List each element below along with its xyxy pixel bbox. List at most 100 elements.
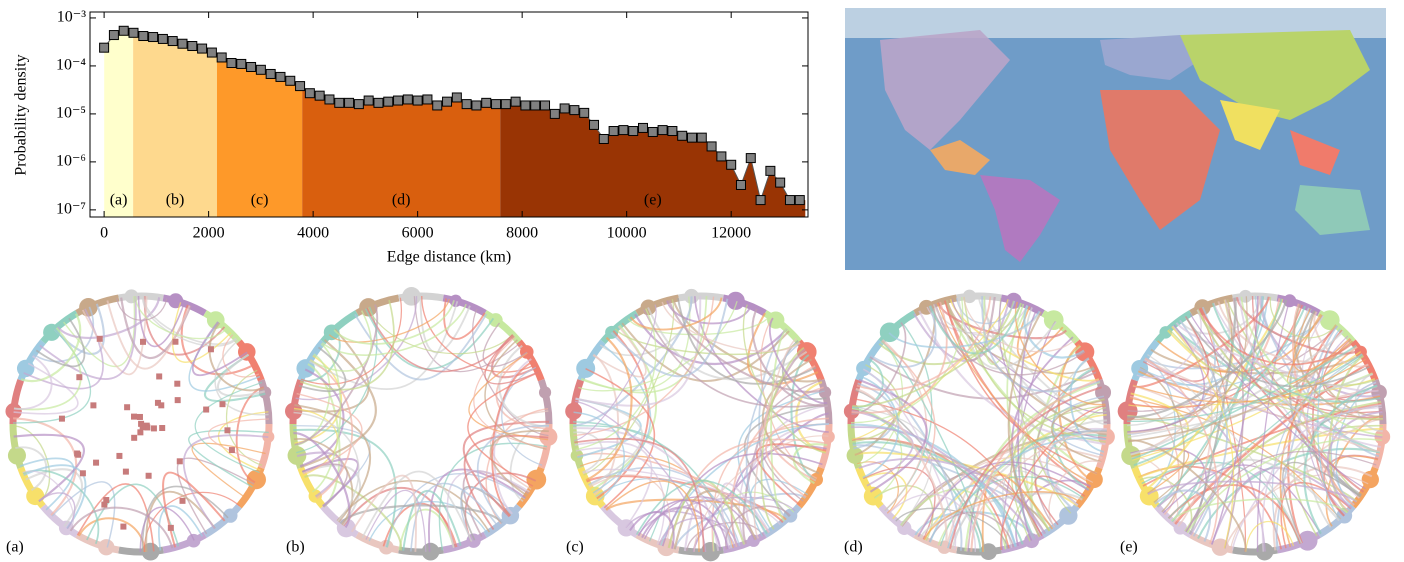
data-point bbox=[618, 125, 629, 136]
edge bbox=[217, 411, 269, 471]
hub-marker bbox=[138, 420, 145, 427]
edge bbox=[592, 342, 652, 494]
data-point bbox=[716, 151, 727, 162]
hub-marker bbox=[207, 346, 214, 353]
ring-segment bbox=[257, 423, 273, 469]
edge bbox=[870, 305, 937, 368]
edge bbox=[1238, 296, 1382, 448]
ring-segment bbox=[1131, 466, 1160, 509]
data-point bbox=[344, 97, 355, 108]
edge bbox=[605, 480, 700, 552]
edge bbox=[116, 298, 168, 321]
edge bbox=[1186, 438, 1383, 534]
data-point bbox=[530, 100, 541, 111]
edge bbox=[575, 447, 666, 545]
edge bbox=[1007, 311, 1043, 538]
hub-marker bbox=[139, 338, 146, 345]
node bbox=[1121, 445, 1141, 466]
edge bbox=[493, 358, 532, 515]
edge bbox=[1184, 315, 1370, 388]
data-point bbox=[589, 119, 600, 130]
node bbox=[402, 287, 421, 306]
edge bbox=[573, 421, 733, 549]
node bbox=[223, 508, 238, 523]
edge bbox=[106, 300, 191, 370]
edge bbox=[476, 424, 549, 524]
data-point bbox=[138, 31, 149, 42]
edge bbox=[51, 481, 116, 548]
node bbox=[1361, 470, 1379, 489]
edge bbox=[1168, 355, 1364, 519]
edge bbox=[1046, 429, 1107, 511]
edge bbox=[1139, 368, 1266, 552]
ring-segment bbox=[1095, 423, 1111, 469]
edge bbox=[939, 476, 1084, 547]
node bbox=[1059, 506, 1078, 525]
edge bbox=[216, 353, 266, 397]
hub-marker bbox=[93, 459, 100, 466]
edge bbox=[1282, 461, 1362, 544]
edge bbox=[468, 352, 549, 441]
hub-marker bbox=[103, 497, 110, 504]
edge bbox=[923, 490, 1081, 541]
ring-segment bbox=[483, 503, 522, 538]
edge bbox=[134, 296, 227, 340]
circular-graph: (e) bbox=[1117, 289, 1391, 561]
data-point bbox=[657, 125, 668, 136]
node bbox=[962, 289, 977, 304]
data-point bbox=[726, 159, 737, 170]
edge bbox=[1034, 475, 1086, 526]
data-point bbox=[314, 90, 325, 101]
edge bbox=[141, 485, 229, 553]
hub-marker bbox=[139, 424, 146, 431]
y-tick-label: 10⁻³ bbox=[57, 9, 86, 26]
edge bbox=[191, 321, 248, 377]
edge bbox=[15, 446, 48, 492]
data-point bbox=[157, 33, 168, 44]
region-label: (d) bbox=[392, 192, 411, 209]
region-label: (b) bbox=[166, 192, 185, 209]
hub-marker bbox=[176, 458, 183, 465]
edge bbox=[693, 296, 829, 433]
edge bbox=[881, 340, 936, 515]
edge bbox=[852, 302, 1023, 407]
data-point bbox=[226, 58, 237, 69]
edge bbox=[1245, 520, 1295, 552]
edge bbox=[637, 496, 796, 536]
edge bbox=[585, 367, 656, 509]
node bbox=[821, 430, 835, 444]
edge bbox=[629, 297, 723, 331]
data-point bbox=[442, 96, 453, 107]
x-tick-label: 0 bbox=[100, 225, 108, 242]
edge bbox=[900, 488, 1007, 550]
edge bbox=[932, 304, 1042, 337]
data-point bbox=[148, 32, 159, 43]
edge bbox=[1235, 296, 1360, 355]
edge bbox=[672, 298, 822, 383]
edge bbox=[501, 366, 543, 466]
edge bbox=[966, 432, 1107, 552]
region-area bbox=[133, 32, 217, 217]
edge bbox=[39, 296, 137, 380]
edge bbox=[188, 429, 269, 488]
data-point bbox=[177, 38, 188, 49]
edge bbox=[668, 299, 825, 393]
data-point bbox=[197, 43, 208, 54]
x-tick-label: 6000 bbox=[402, 225, 434, 242]
edge bbox=[304, 474, 402, 551]
edge bbox=[22, 470, 75, 531]
data-point bbox=[481, 97, 492, 108]
data-point bbox=[677, 130, 688, 141]
edge bbox=[158, 505, 204, 551]
data-point bbox=[393, 95, 404, 106]
x-tick-label: 2000 bbox=[193, 225, 225, 242]
edge bbox=[365, 489, 427, 552]
data-point bbox=[579, 107, 590, 118]
data-point bbox=[108, 30, 119, 41]
edge bbox=[880, 340, 985, 552]
ring-segment bbox=[1189, 294, 1234, 317]
region-label: (c) bbox=[251, 192, 269, 209]
edge bbox=[361, 470, 473, 542]
data-point bbox=[324, 94, 335, 105]
